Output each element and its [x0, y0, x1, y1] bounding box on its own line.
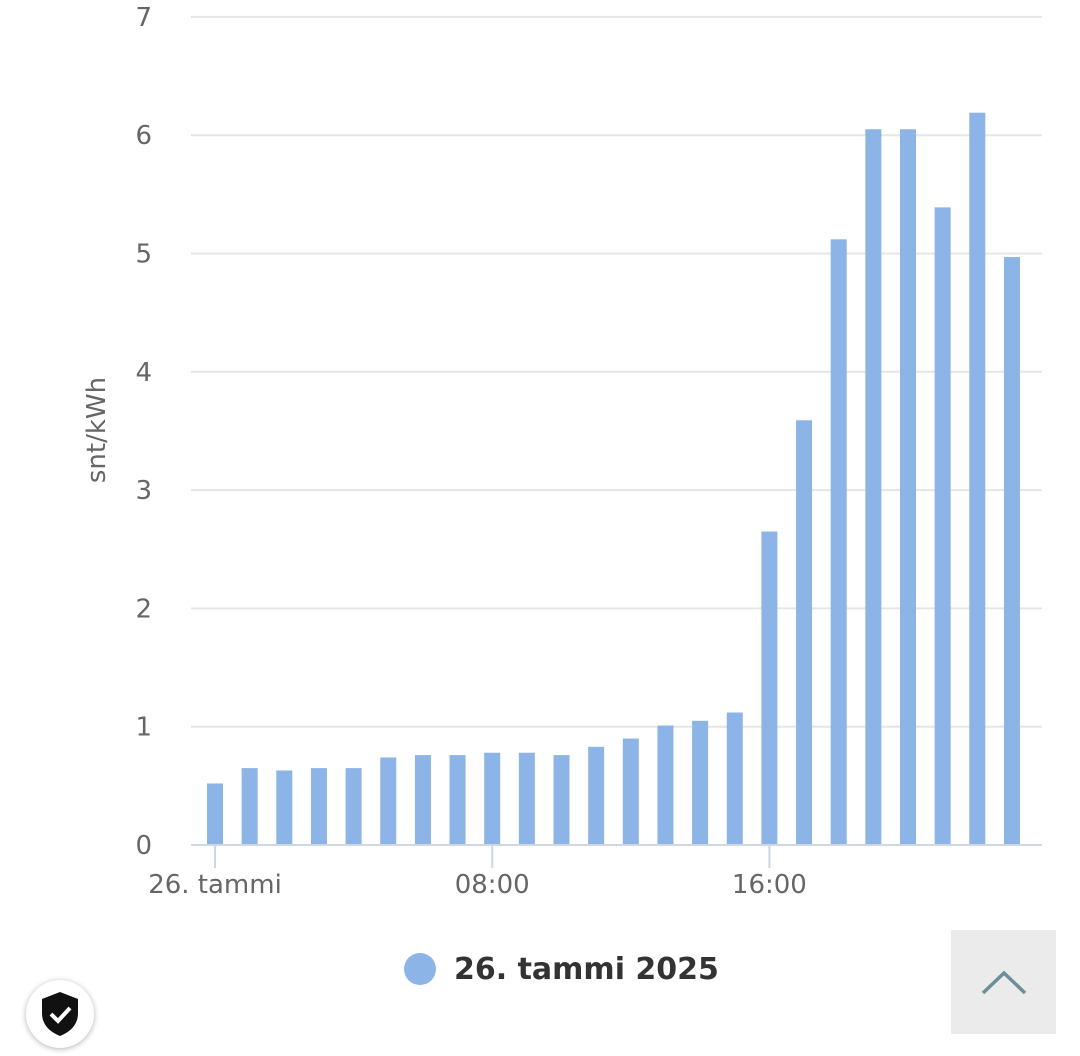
- legend-label[interactable]: 26. tammi 2025: [454, 951, 719, 987]
- grid-lines: [191, 15, 1042, 728]
- bar[interactable]: [414, 755, 431, 845]
- y-tick-label: 4: [135, 358, 152, 388]
- security-badge[interactable]: [26, 980, 94, 1048]
- bar[interactable]: [1003, 257, 1020, 845]
- bar[interactable]: [276, 770, 293, 845]
- legend: 26. tammi 2025: [404, 948, 719, 990]
- y-tick-label: 0: [135, 831, 152, 861]
- bars: [207, 112, 1020, 845]
- bar[interactable]: [380, 757, 397, 845]
- bar[interactable]: [726, 712, 743, 845]
- bar[interactable]: [934, 207, 951, 845]
- x-tick-label: 26. tammi: [148, 870, 282, 900]
- bar[interactable]: [657, 725, 674, 845]
- bar[interactable]: [310, 768, 327, 845]
- bar[interactable]: [553, 755, 570, 845]
- bar[interactable]: [830, 239, 847, 845]
- bar[interactable]: [588, 746, 605, 845]
- bar[interactable]: [761, 531, 778, 845]
- bar[interactable]: [969, 112, 986, 845]
- shield-check-icon: [42, 992, 78, 1036]
- x-tick-label: 08:00: [455, 870, 530, 900]
- bar[interactable]: [900, 129, 916, 845]
- bar[interactable]: [865, 129, 882, 845]
- y-tick-label: 1: [135, 713, 152, 743]
- bar[interactable]: [518, 752, 535, 845]
- x-tick-label: 16:00: [732, 870, 807, 900]
- y-tick-label: 7: [135, 3, 152, 33]
- y-axis-label: snt/kWh: [82, 377, 112, 483]
- price-chart: 0 1 2 3 4 5 6 7 snt/kWh 26. tammi 08:00 16:00: [82, 3, 1042, 900]
- bar[interactable]: [345, 768, 362, 845]
- y-axis-ticks: 0 1 2 3 4 5 6 7: [135, 3, 152, 861]
- bar[interactable]: [241, 768, 258, 845]
- bar[interactable]: [207, 783, 223, 845]
- y-tick-label: 2: [135, 594, 152, 624]
- bar[interactable]: [796, 420, 813, 845]
- y-tick-label: 5: [135, 240, 152, 270]
- bar[interactable]: [692, 720, 709, 845]
- x-axis-ticks: 26. tammi 08:00 16:00: [148, 845, 807, 900]
- bar[interactable]: [484, 752, 501, 845]
- y-tick-label: 3: [135, 476, 152, 506]
- legend-marker: [404, 953, 436, 985]
- bar[interactable]: [622, 738, 639, 845]
- y-tick-label: 6: [135, 121, 152, 151]
- scroll-to-top-button[interactable]: [951, 930, 1056, 1034]
- bar[interactable]: [449, 755, 466, 845]
- chevron-up-icon: [981, 970, 1026, 995]
